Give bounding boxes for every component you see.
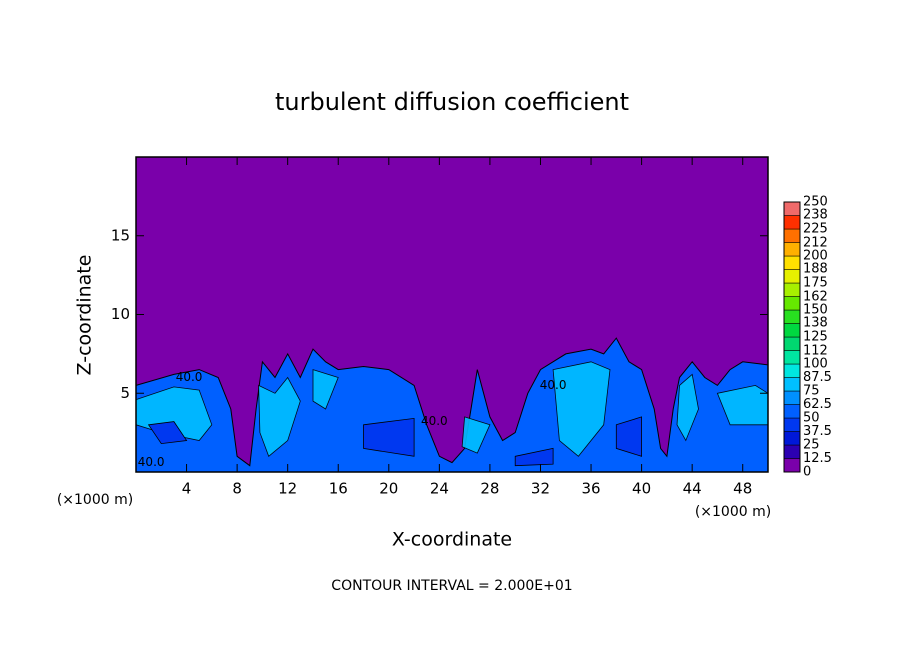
colorbar-label: 138 (803, 315, 828, 330)
y-tick-label: 5 (120, 384, 130, 402)
inner-region (552, 361, 611, 457)
x-tick-label: 24 (430, 480, 449, 498)
inner-region (461, 416, 491, 454)
colorbar-label: 250 (803, 195, 828, 210)
colorbar-swatch (783, 201, 801, 216)
deep-region (363, 417, 415, 457)
colorbar-swatch (783, 309, 801, 324)
deep-region (147, 421, 188, 445)
colorbar-label: 162 (803, 290, 828, 305)
colorbar-label: 150 (803, 303, 828, 318)
colorbar-label: 50 (803, 411, 820, 426)
x-tick-label: 32 (531, 480, 550, 498)
x-tick-label: 8 (232, 480, 242, 498)
colorbar-swatch (783, 228, 801, 243)
colorbar-swatch (783, 255, 801, 270)
colorbar-label: 112 (803, 344, 828, 359)
x-tick-label: 40 (632, 480, 651, 498)
colorbar-swatch (783, 269, 801, 284)
inner-region (312, 369, 339, 410)
colorbar-label: 200 (803, 249, 828, 264)
contour-label: 40.0 (138, 455, 165, 469)
x-tick-label: 28 (480, 480, 499, 498)
colorbar-swatch (783, 417, 801, 432)
deep-region (615, 416, 642, 457)
x-tick-label: 48 (733, 480, 752, 498)
inner-region (258, 376, 301, 457)
x-tick-label: 20 (379, 480, 398, 498)
colorbar-swatch (783, 377, 801, 392)
colorbar-label: 225 (803, 222, 828, 237)
colorbar-swatch (783, 350, 801, 365)
colorbar-label: 12.5 (803, 451, 832, 466)
colorbar-swatch (783, 323, 801, 338)
colorbar-label: 87.5 (803, 370, 832, 385)
x-axis-label: X-coordinate (392, 529, 512, 551)
colorbar-label: 125 (803, 330, 828, 345)
colorbar-swatch (783, 336, 801, 351)
y-unit: (×1000 m) (57, 492, 133, 508)
colorbar-swatch (783, 390, 801, 405)
x-tick-label: 4 (182, 480, 192, 498)
colorbar-label: 37.5 (803, 424, 832, 439)
chart-title: turbulent diffusion coefficient (275, 88, 629, 116)
colorbar-swatch (783, 444, 801, 459)
colorbar-swatch (783, 296, 801, 311)
inner-region (676, 373, 699, 442)
colorbar-frame (783, 201, 801, 473)
footer-note: CONTOUR INTERVAL = 2.000E+01 (331, 578, 572, 594)
colorbar-swatch (783, 431, 801, 446)
colorbar-swatch (783, 363, 801, 378)
colorbar-label: 188 (803, 261, 828, 276)
contour-label: 40.0 (176, 370, 203, 384)
x-tick-label: 36 (581, 480, 600, 498)
x-tick-label: 12 (278, 480, 297, 498)
contour-label: 40.0 (540, 378, 567, 392)
colorbar-label: 75 (803, 384, 820, 399)
colorbar-swatch (783, 215, 801, 230)
x-tick-label: 44 (683, 480, 702, 498)
colorbar-label: 25 (803, 438, 820, 453)
colorbar-swatch (783, 404, 801, 419)
colorbar-label: 0 (803, 465, 811, 480)
field-background (136, 157, 768, 472)
y-tick-label: 10 (111, 305, 130, 323)
x-tick-label: 16 (329, 480, 348, 498)
colorbar-label: 212 (803, 236, 828, 251)
colorbar-label: 62.5 (803, 397, 832, 412)
colorbar-label: 238 (803, 207, 828, 222)
contour-label: 40.0 (421, 414, 448, 428)
y-axis-label: Z-coordinate (74, 255, 96, 376)
x-unit: (×1000 m) (695, 504, 771, 520)
colorbar-swatch (783, 242, 801, 257)
y-tick-label: 15 (111, 226, 130, 244)
colorbar-label: 175 (803, 276, 828, 291)
deep-region (514, 447, 554, 467)
colorbar-label: 100 (803, 357, 828, 372)
colorbar-swatch (783, 458, 801, 473)
colorbar-swatch (783, 282, 801, 297)
